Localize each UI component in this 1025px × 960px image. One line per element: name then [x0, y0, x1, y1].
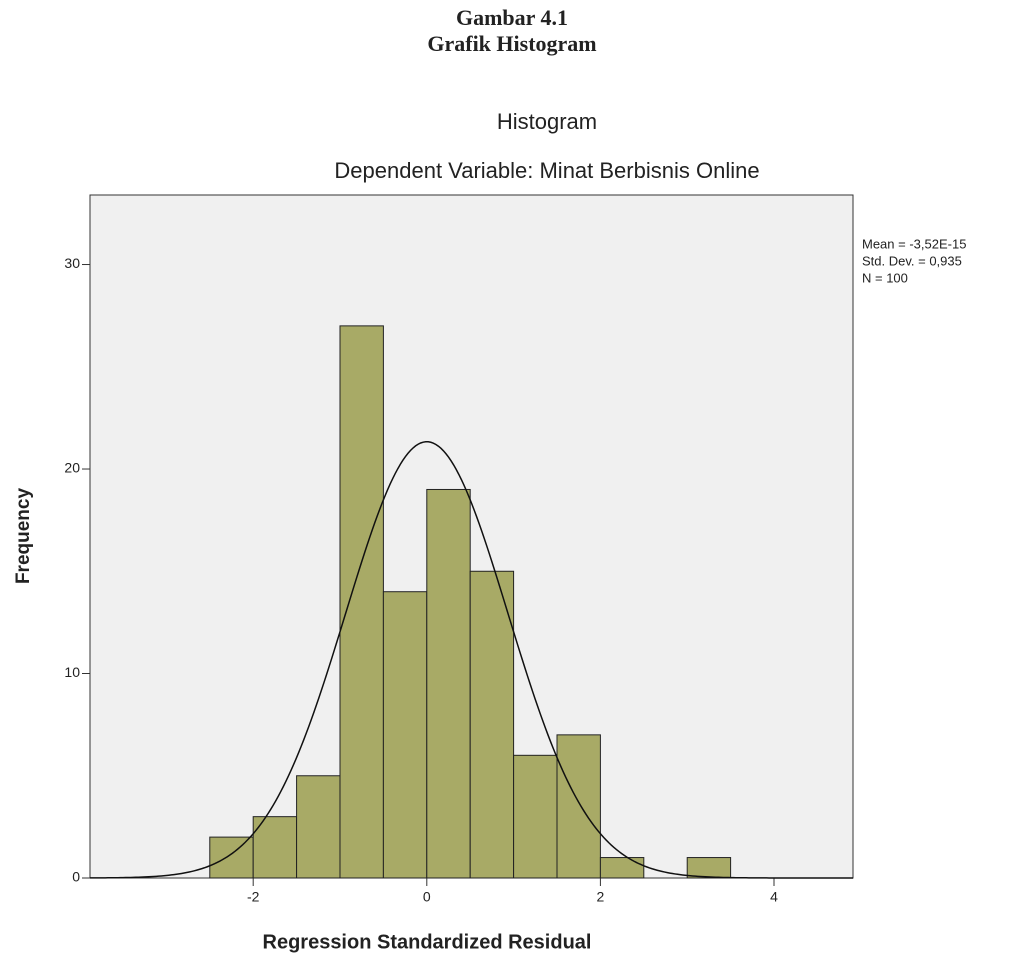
bar [514, 755, 557, 878]
bar [687, 858, 730, 878]
x-tick-label: -2 [247, 889, 260, 905]
stat-std-dev: Std. Dev. = 0,935 [862, 253, 962, 268]
bar [557, 735, 600, 878]
caption-number: Gambar 4.1 [456, 5, 568, 30]
y-tick-label: 30 [64, 255, 80, 271]
y-tick-label: 0 [72, 869, 80, 885]
caption-title: Grafik Histogram [427, 31, 596, 56]
chart-title: Histogram [497, 109, 597, 134]
bar [600, 858, 643, 878]
x-tick-label: 2 [597, 889, 605, 905]
bar [297, 776, 340, 878]
chart: Gambar 4.1 Grafik Histogram Histogram De… [0, 0, 1025, 960]
bar [470, 571, 513, 878]
x-tick-label: 0 [423, 889, 431, 905]
x-axis-label: Regression Standardized Residual [263, 931, 592, 953]
bar [427, 489, 470, 878]
bar [383, 592, 426, 878]
stat-n: N = 100 [862, 270, 908, 285]
stat-mean: Mean = -3,52E-15 [862, 236, 966, 251]
bar [340, 326, 383, 878]
bar [210, 837, 253, 878]
x-tick-label: 4 [770, 889, 778, 905]
y-tick-label: 10 [64, 664, 80, 680]
page: Gambar 4.1 Grafik Histogram Histogram De… [0, 0, 1025, 960]
y-axis-label: Frequency [13, 488, 34, 585]
y-tick-label: 20 [64, 460, 80, 476]
chart-subtitle: Dependent Variable: Minat Berbisnis Onli… [334, 158, 759, 183]
